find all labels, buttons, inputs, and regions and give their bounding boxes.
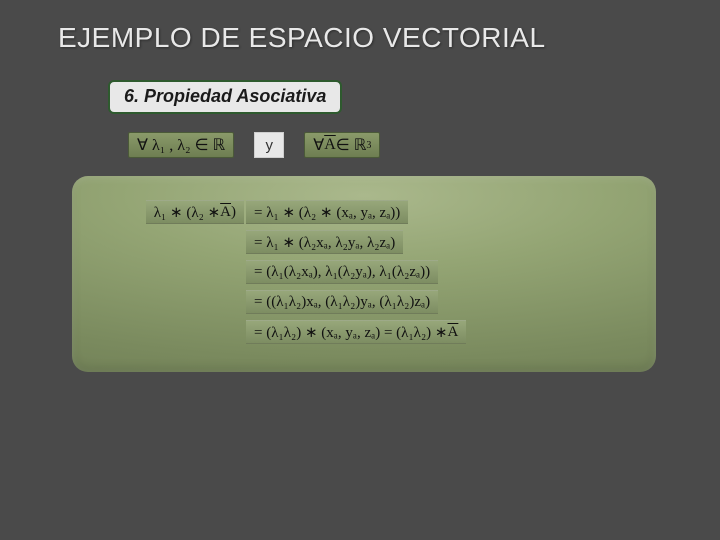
r5-pre: = (λ₁λ₂) ∗ (xₐ, yₐ, zₐ) = (λ₁λ₂) ∗	[254, 323, 448, 342]
eq-lhs: λ₁ ∗ (λ₂ ∗ A)	[146, 200, 244, 224]
cond-right-exp: 3	[366, 140, 371, 151]
r5-vec: A	[448, 324, 459, 341]
cond-right-prefix: ∀	[313, 135, 324, 155]
eq-row-4: = ((λ₁λ₂)xₐ, (λ₁λ₂)yₐ, (λ₁λ₂)zₐ)	[94, 290, 634, 314]
slide: EJEMPLO DE ESPACIO VECTORIAL 6. Propieda…	[0, 0, 720, 540]
eq-row-5: = (λ₁λ₂) ∗ (xₐ, yₐ, zₐ) = (λ₁λ₂) ∗ A	[94, 320, 634, 344]
lhs-vec: A	[220, 204, 231, 221]
forall-lambda-chip: ∀ λ₁ , λ₂ ∈ ℝ	[128, 132, 234, 158]
property-box: 6. Propiedad Asociativa	[108, 80, 342, 114]
eq-rhs-4: = ((λ₁λ₂)xₐ, (λ₁λ₂)yₐ, (λ₁λ₂)zₐ)	[246, 290, 438, 314]
eq-rhs-3: = (λ₁(λ₂xₐ), λ₁(λ₂yₐ), λ₁(λ₂zₐ))	[246, 260, 438, 284]
lhs-pre: λ₁ ∗ (λ₂ ∗	[154, 203, 220, 222]
derivation-panel: λ₁ ∗ (λ₂ ∗ A) = λ₁ ∗ (λ₂ ∗ (xₐ, yₐ, zₐ))…	[72, 176, 656, 372]
condition-row: ∀ λ₁ , λ₂ ∈ ℝ y ∀ A ∈ ℝ3	[128, 132, 690, 158]
page-title: EJEMPLO DE ESPACIO VECTORIAL	[58, 22, 688, 54]
eq-row-1: λ₁ ∗ (λ₂ ∗ A) = λ₁ ∗ (λ₂ ∗ (xₐ, yₐ, zₐ))	[94, 200, 634, 224]
lhs-post: )	[231, 204, 236, 221]
cond-right-suffix: ∈ ℝ	[336, 135, 367, 155]
cond-right-vec: A	[324, 136, 336, 154]
eq-rhs-5: = (λ₁λ₂) ∗ (xₐ, yₐ, zₐ) = (λ₁λ₂) ∗ A	[246, 320, 466, 344]
forall-vector-chip: ∀ A ∈ ℝ3	[304, 132, 380, 158]
eq-rhs-2: = λ₁ ∗ (λ₂xₐ, λ₂yₐ, λ₂zₐ)	[246, 230, 403, 254]
eq-row-3: = (λ₁(λ₂xₐ), λ₁(λ₂yₐ), λ₁(λ₂zₐ))	[94, 260, 634, 284]
eq-rhs-1: = λ₁ ∗ (λ₂ ∗ (xₐ, yₐ, zₐ))	[246, 200, 408, 224]
eq-row-2: = λ₁ ∗ (λ₂xₐ, λ₂yₐ, λ₂zₐ)	[94, 230, 634, 254]
and-label: y	[254, 132, 284, 158]
